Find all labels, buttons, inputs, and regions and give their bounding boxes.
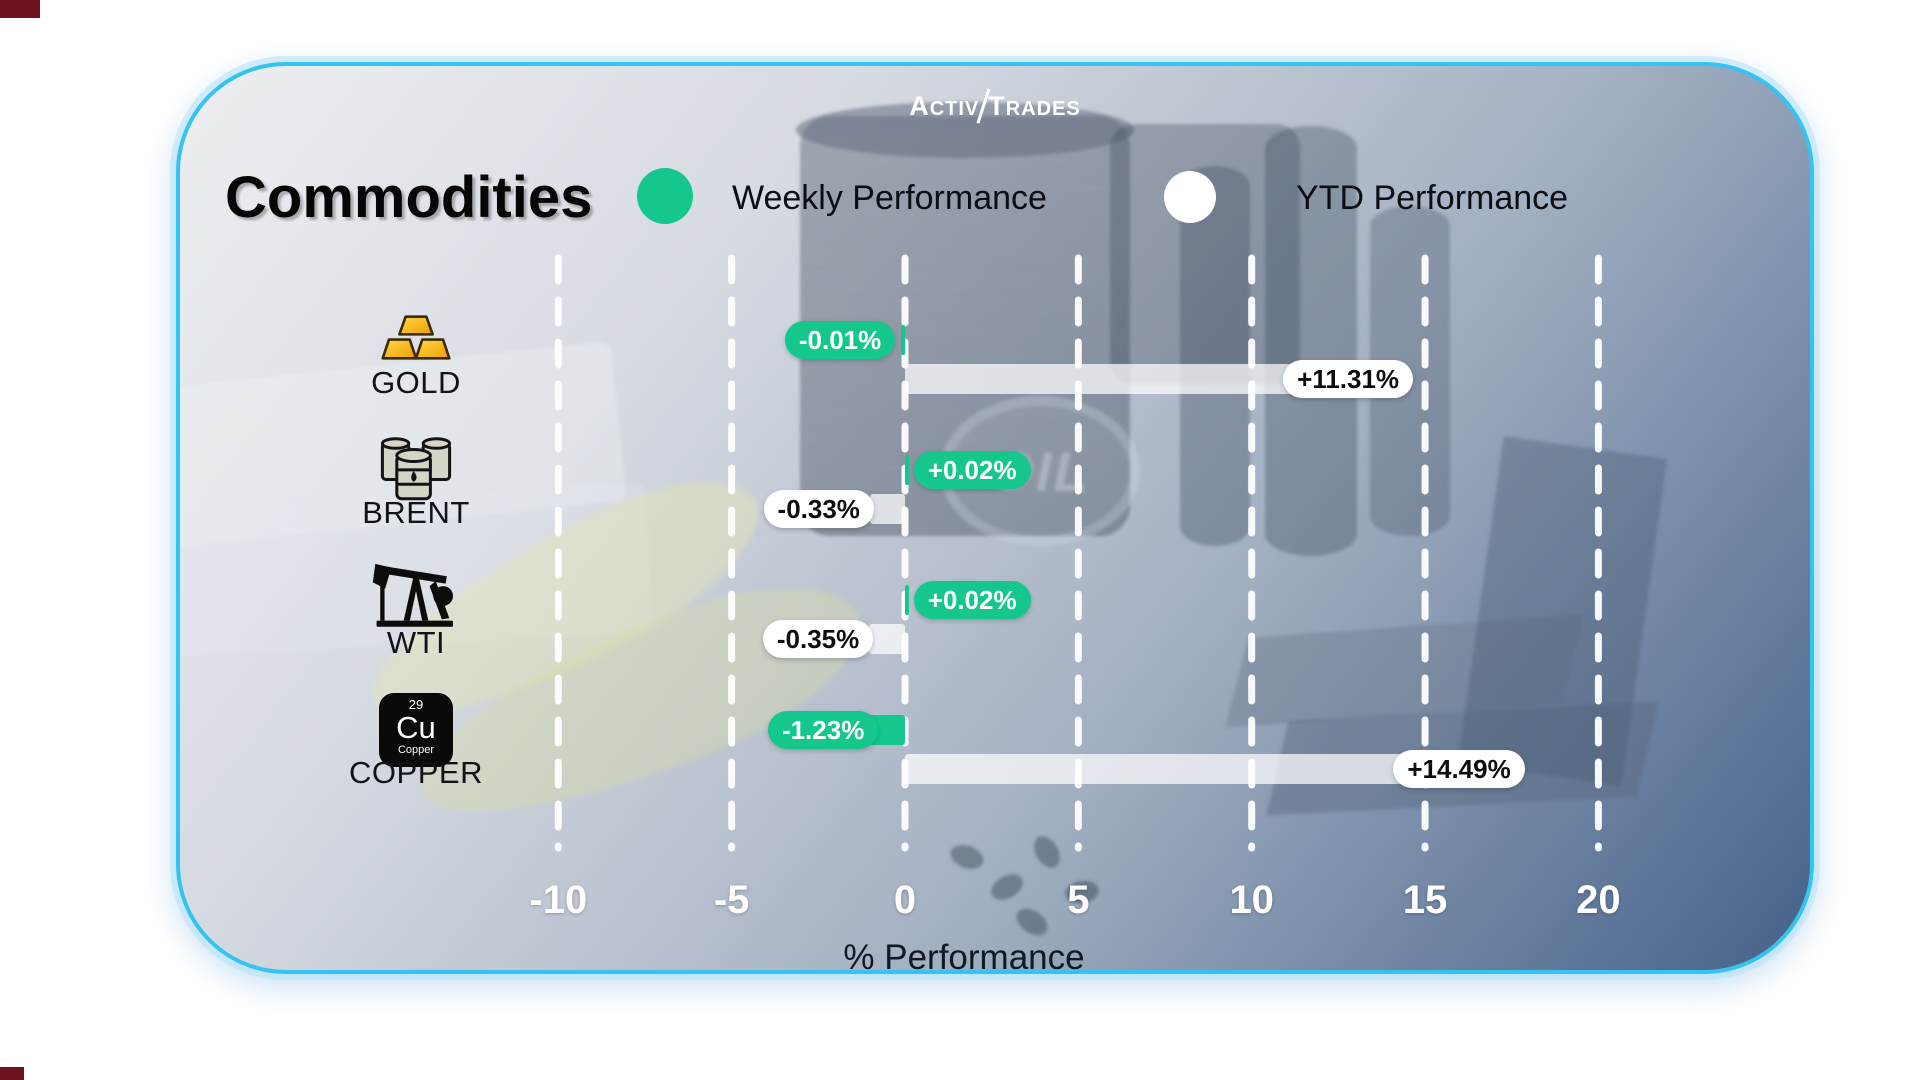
- oil-pump-icon: [368, 557, 464, 636]
- chart-plot: GOLD -0.01% +11.31% BRENT +0.0: [180, 66, 1810, 970]
- brent-ytd-bar: [869, 494, 905, 524]
- gold-weekly-bar: [901, 325, 905, 355]
- weekly-legend-dot-icon: [637, 168, 693, 224]
- brand-logo: Activ Trades: [180, 88, 1810, 124]
- wti-ytd-value: -0.35%: [762, 620, 874, 658]
- gold-ytd-value: +11.31%: [1283, 360, 1414, 398]
- gold-weekly-value: -0.01%: [784, 321, 896, 359]
- screen-corner-artifact-top: [0, 0, 40, 18]
- gridlines: [554, 254, 1602, 852]
- gold-bars-icon: [376, 312, 456, 369]
- axis-tick-label: 20: [1576, 878, 1621, 922]
- brent-weekly-value: +0.02%: [913, 451, 1031, 489]
- category-label-copper: COPPER: [349, 755, 483, 790]
- axis-tick-label: 5: [1067, 878, 1090, 922]
- brand-logo-left: Activ: [909, 91, 980, 121]
- copper-element-icon: 29 Cu Copper: [379, 693, 453, 767]
- axis-tick-label: 10: [1229, 878, 1274, 922]
- decor-metal-cylinder: [1180, 166, 1250, 546]
- decor-metal-cylinder: [1265, 126, 1357, 556]
- page-title: Commodities: [225, 165, 593, 230]
- decor-oil-barrel: [1110, 124, 1300, 384]
- brent-weekly-bar: [905, 455, 909, 485]
- x-axis-label: % Performance: [843, 938, 1085, 974]
- brand-logo-right: Trades: [988, 91, 1081, 121]
- copper-weekly-value: -1.23%: [767, 711, 879, 749]
- gold-ytd-bar: [905, 364, 1298, 394]
- copper-ytd-value: +14.49%: [1393, 750, 1525, 788]
- copper-atomic-number: 29: [408, 697, 424, 712]
- axis-tick-label: 0: [893, 878, 917, 922]
- copper-name: Copper: [397, 744, 435, 756]
- axis-tick-label: -10: [529, 878, 588, 922]
- category-label-wti: WTI: [386, 625, 446, 660]
- ytd-legend-label: YTD Performance: [1296, 179, 1569, 217]
- copper-symbol: Cu: [396, 710, 436, 745]
- copper-ytd-bar: [905, 754, 1408, 784]
- screen-corner-artifact-bottom: [0, 1067, 24, 1080]
- ytd-legend-dot-icon: [1164, 171, 1216, 223]
- axis-tick-label: 15: [1402, 878, 1448, 922]
- category-label-brent: BRENT: [362, 495, 470, 530]
- wti-ytd-bar: [868, 624, 905, 654]
- weekly-legend-label: Weekly Performance: [732, 179, 1047, 217]
- brent-ytd-value: -0.33%: [763, 490, 874, 528]
- chart-header: Commodities Weekly Performance YTD Perfo…: [180, 162, 1810, 238]
- wti-weekly-value: +0.02%: [913, 581, 1031, 619]
- axis-tick-label: -5: [713, 878, 750, 922]
- oil-barrels-icon: [373, 432, 459, 509]
- category-label-gold: GOLD: [371, 365, 461, 400]
- wti-weekly-bar: [905, 585, 909, 615]
- commodities-card: OIL Activ Trades Commodities Weekly Perfo…: [176, 62, 1814, 974]
